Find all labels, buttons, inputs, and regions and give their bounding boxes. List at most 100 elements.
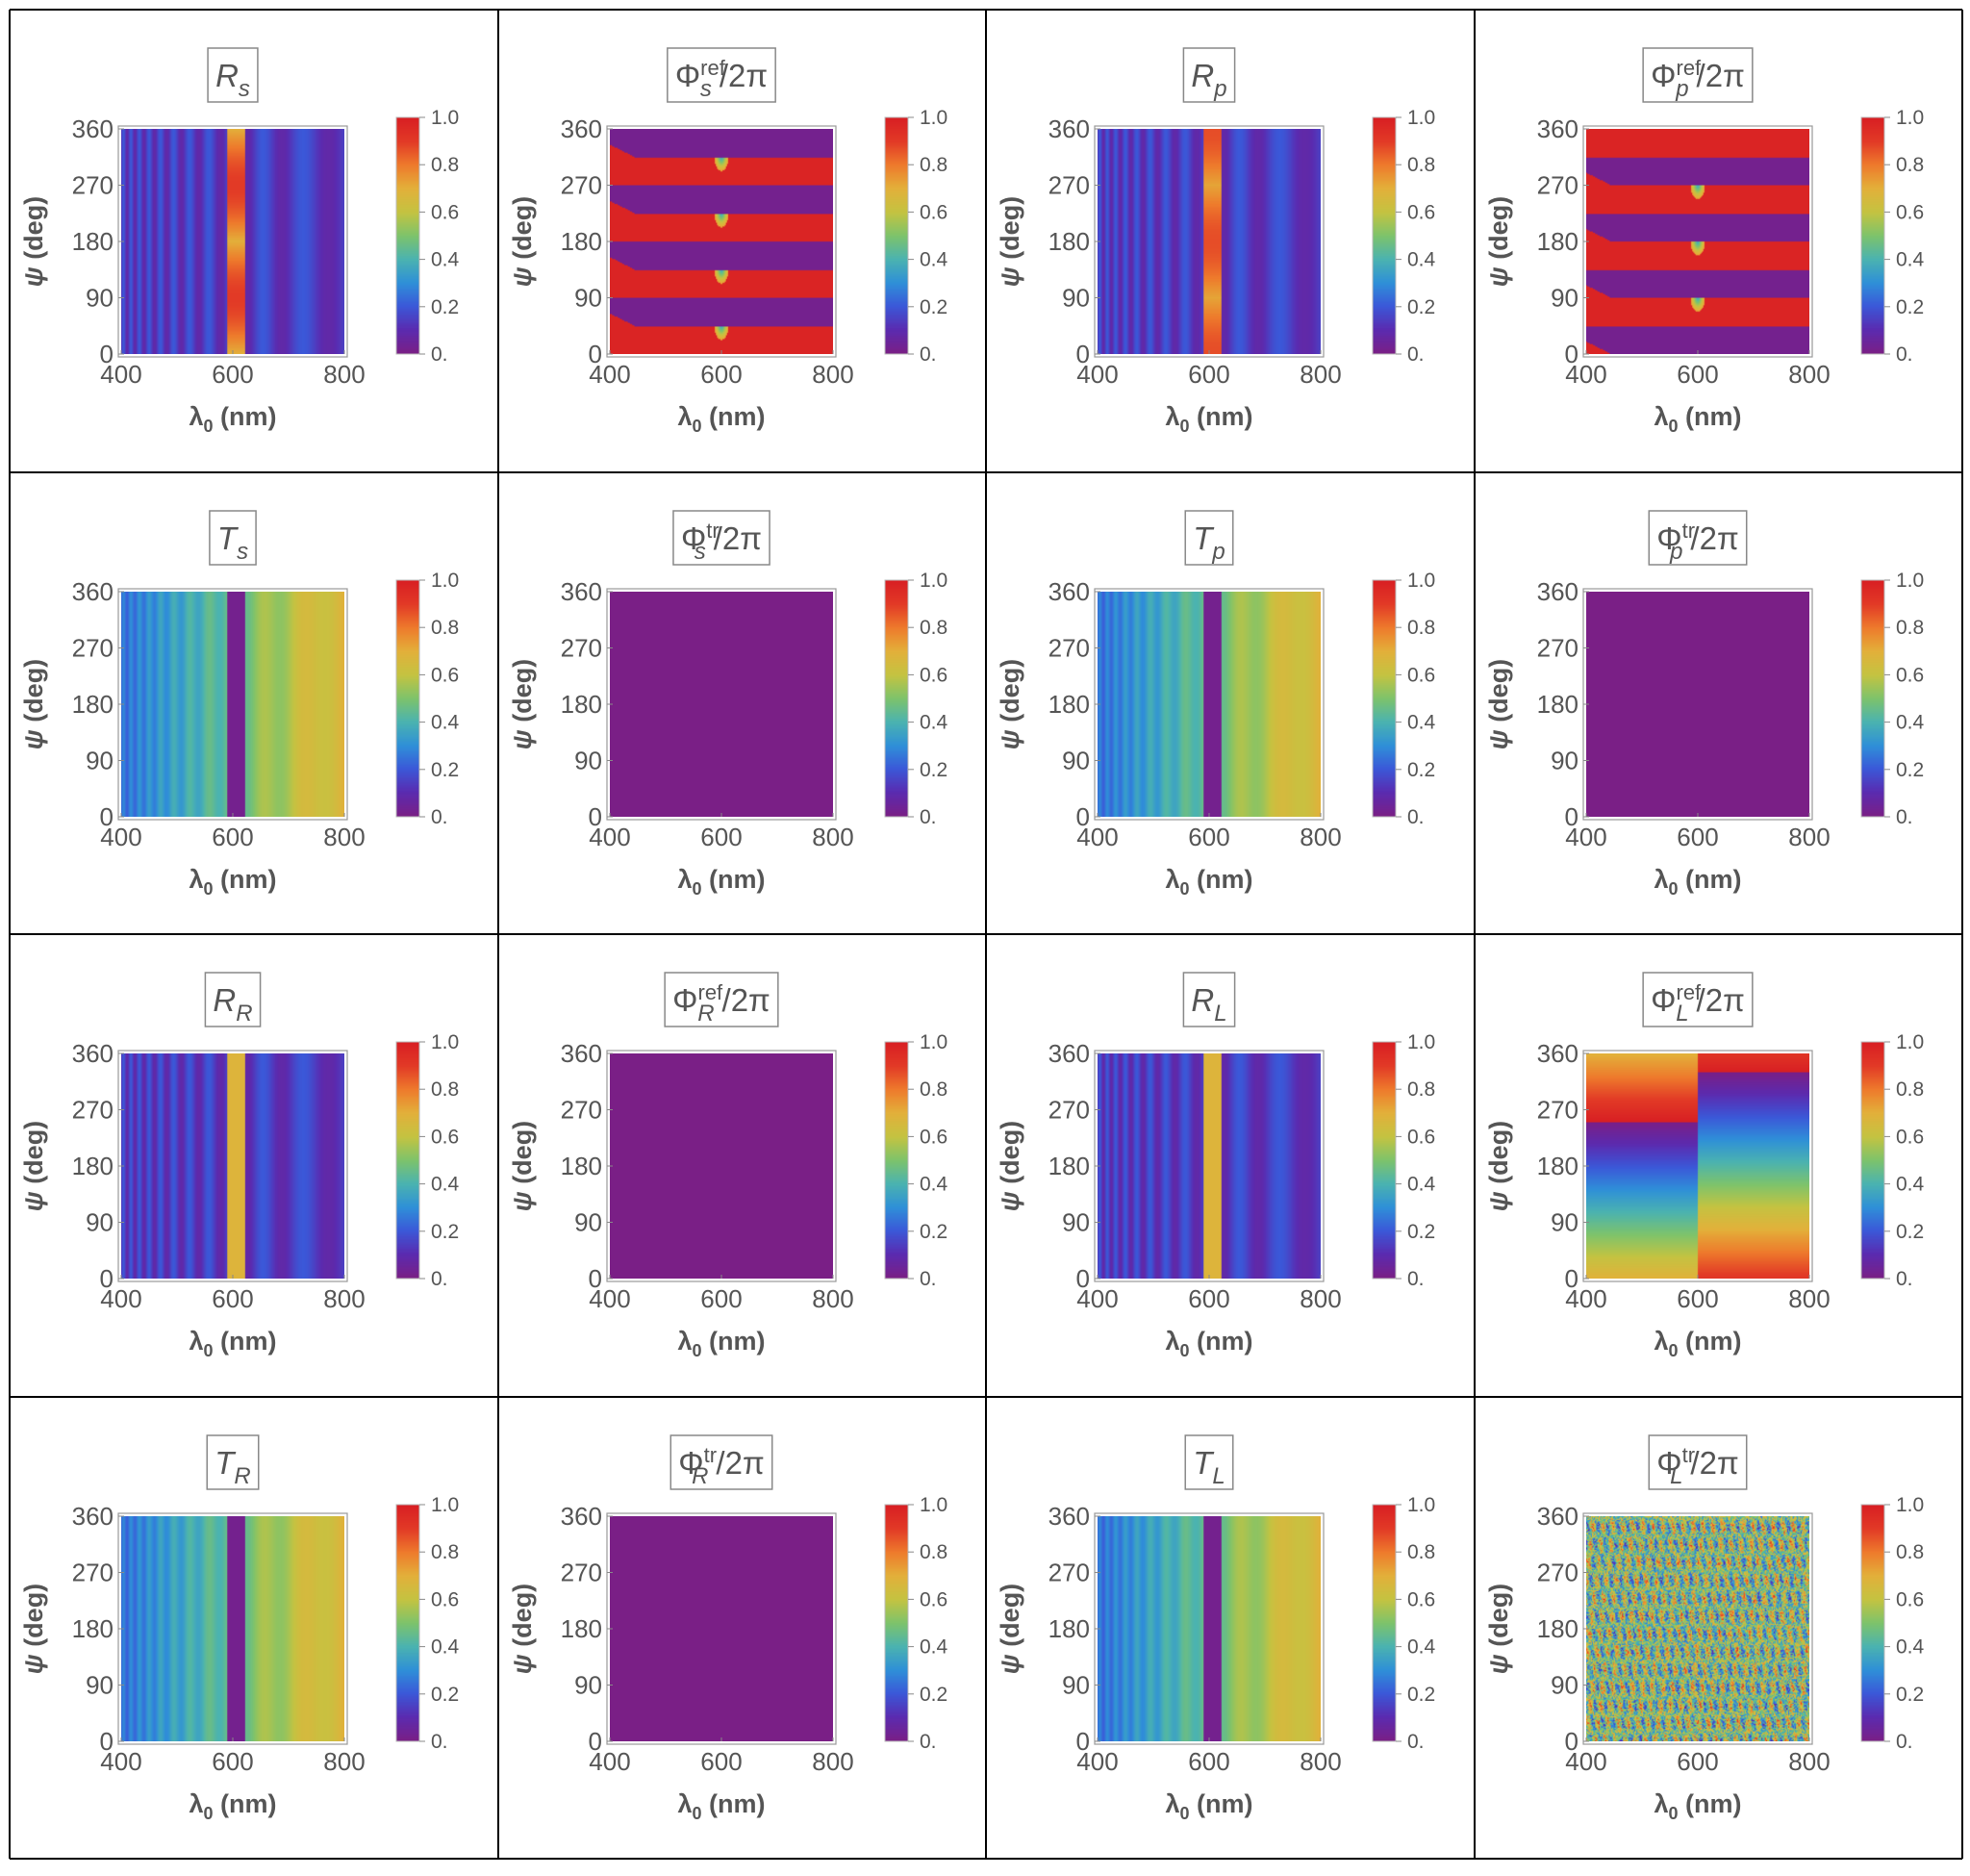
colorbar-gradient (1860, 579, 1884, 817)
y-tick-label: 0 (100, 1727, 114, 1756)
x-tick-label: 600 (700, 1284, 742, 1313)
y-tick-label: 180 (1536, 1614, 1578, 1643)
x-tick-label: 800 (1788, 360, 1830, 389)
x-axis-label: λ0 (nm) (1165, 1789, 1252, 1823)
y-tick-label: 90 (1062, 1670, 1090, 1699)
colorbar-gradient (1373, 579, 1396, 817)
heatmap-image (609, 591, 833, 817)
heatmap-image (609, 1053, 833, 1279)
grid-line-horizontal (10, 933, 1962, 935)
heatmap-image (121, 1053, 344, 1279)
colorbar-tick-label: 1.0 (920, 107, 947, 129)
title-main: Φ (1651, 58, 1676, 93)
ylabel-rest: (deg) (1484, 658, 1513, 729)
title-sub: R (697, 1001, 714, 1027)
chart-title: Φtr s/2π (671, 509, 770, 566)
x-tick-label: 600 (1188, 1284, 1229, 1313)
x-tick-label: 800 (812, 1747, 853, 1776)
x-tick-label: 600 (1188, 823, 1229, 851)
title-rest: /2π (721, 982, 770, 1018)
xlabel-rest: (nm) (701, 1789, 765, 1818)
title-sub: L (1212, 1463, 1225, 1489)
title-text: TL (1193, 1445, 1225, 1489)
xlabel-rest: (nm) (1190, 1327, 1253, 1356)
colorbar-tick-label: 0.2 (920, 758, 947, 780)
y-tick-label: 90 (1062, 1208, 1090, 1237)
heatmap-image (1585, 1053, 1809, 1279)
y-axis-label: ψ (deg) (19, 1121, 48, 1211)
colorbar-gradient (884, 579, 908, 817)
y-tick-label: 0 (1076, 1264, 1090, 1293)
ylabel-main: ψ (19, 1654, 48, 1674)
title-sub: s (239, 76, 250, 102)
x-tick-label: 600 (1677, 1747, 1718, 1776)
colorbar-tick-label: 1.0 (1896, 1494, 1924, 1516)
title-box (1184, 509, 1234, 566)
y-tick-label: 180 (1536, 1152, 1578, 1180)
ylabel-rest: (deg) (1484, 196, 1513, 267)
y-tick-label: 90 (1062, 284, 1090, 313)
title-main: Φ (1651, 982, 1676, 1018)
colorbar-gradient (884, 1042, 908, 1279)
x-tick-label: 600 (700, 1747, 742, 1776)
y-tick-label: 0 (1076, 1727, 1090, 1756)
title-text: RR (213, 982, 252, 1027)
chart-title: RL (1182, 972, 1236, 1027)
colorbar-tick-label: 0.4 (1896, 1635, 1925, 1658)
grid-line-horizontal (10, 9, 1962, 11)
y-tick-label: 270 (560, 633, 601, 662)
title-text: RL (1191, 982, 1226, 1027)
heatmap-image (1098, 1515, 1321, 1741)
title-box (207, 47, 259, 103)
colorbar-tick-label: 0.6 (431, 1588, 459, 1610)
y-tick-label: 0 (1076, 802, 1090, 831)
y-tick-label: 180 (560, 227, 601, 256)
xlabel-sub: 0 (204, 1804, 214, 1823)
y-axis-label: ψ (deg) (19, 196, 48, 287)
colorbar-frame (1860, 579, 1884, 817)
chart-title: RR (204, 972, 262, 1027)
colorbar-gradient (1860, 1042, 1884, 1279)
xlabel-rest: (nm) (1678, 402, 1741, 431)
y-axis-label: ψ (deg) (508, 196, 537, 287)
y-tick-label: 360 (560, 114, 601, 143)
title-sub: p (1211, 539, 1225, 565)
y-tick-label: 360 (1536, 1039, 1578, 1068)
ylabel-rest: (deg) (508, 1121, 537, 1192)
chart-title: TL (1184, 1433, 1234, 1490)
x-axis-label: λ0 (nm) (677, 1327, 765, 1360)
y-tick-label: 90 (86, 1670, 114, 1699)
title-rest: /2π (1696, 58, 1744, 93)
ylabel-rest: (deg) (996, 196, 1024, 267)
title-sup: tr (1681, 1443, 1694, 1467)
y-tick-label: 0 (588, 340, 601, 368)
x-tick-label: 800 (1788, 823, 1830, 851)
heatmap-image (609, 129, 833, 354)
xlabel-rest: (nm) (1678, 1327, 1741, 1356)
colorbar-tick-label: 0. (1407, 1268, 1425, 1290)
figure-grid: Rs 360 270 180 90 0 400 600 800 λ0 (nm) ψ (deg) 1.0… (9, 9, 1963, 1860)
colorbar-tick-label: 0.8 (1407, 154, 1435, 176)
y-tick-label: 360 (1536, 1502, 1578, 1531)
x-axis-label: λ0 (nm) (1654, 402, 1741, 436)
colorbar-tick-label: 0.2 (1407, 296, 1435, 318)
colorbar-tick-label: 0.2 (431, 1683, 459, 1705)
title-sup: ref (1676, 980, 1702, 1004)
y-tick-label: 180 (72, 1152, 114, 1180)
y-tick-label: 0 (588, 1264, 601, 1293)
title-main: R (213, 982, 236, 1018)
chart-title: Φtr L/2π (1648, 1433, 1747, 1490)
chart-title: Φref R/2π (663, 972, 779, 1027)
x-tick-label: 400 (1565, 1747, 1606, 1776)
colorbar-tick-label: 0. (920, 1268, 937, 1290)
x-tick-label: 600 (212, 360, 253, 389)
title-text: Φref p/2π (1651, 56, 1745, 102)
title-main: Φ (678, 1445, 703, 1481)
ylabel-main: ψ (996, 1191, 1024, 1211)
grid-line-horizontal (10, 1858, 1962, 1860)
ylabel-rest: (deg) (19, 1121, 48, 1192)
colorbar-frame (1860, 1504, 1884, 1741)
x-tick-label: 400 (589, 1747, 630, 1776)
